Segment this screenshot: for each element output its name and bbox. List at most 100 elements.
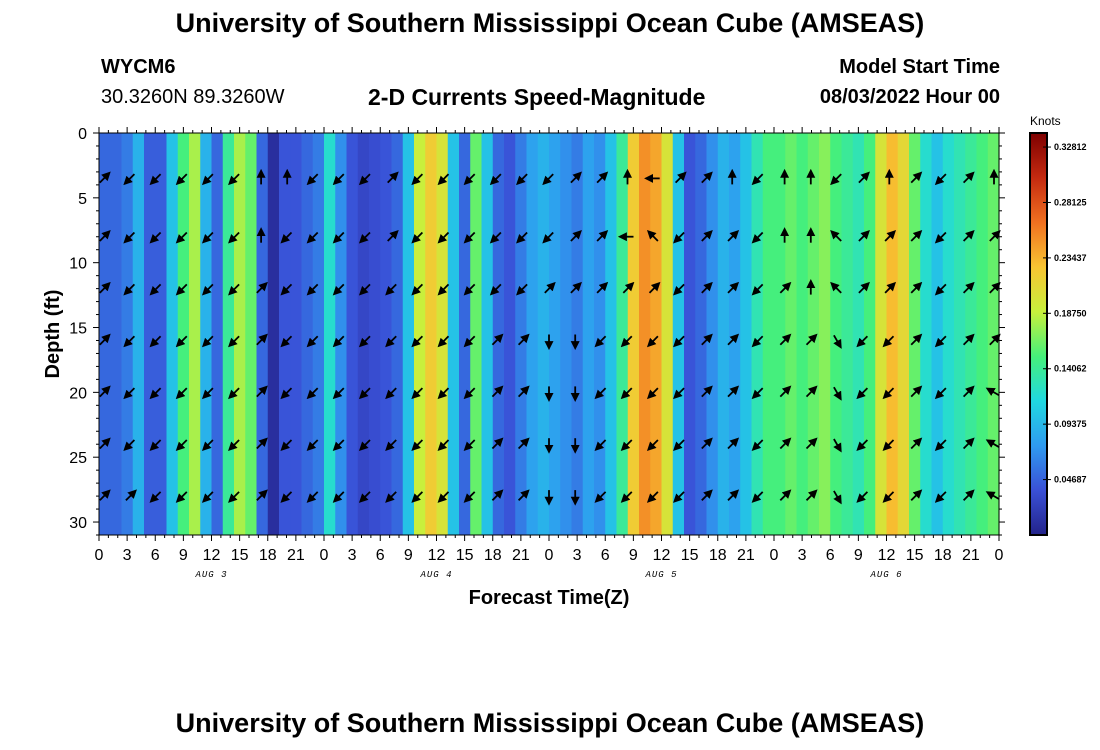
heatmap-cell xyxy=(976,133,989,535)
current-vector-arrow xyxy=(280,387,293,400)
heatmap-cell xyxy=(267,133,280,535)
current-vector-arrow xyxy=(620,439,633,452)
current-vector-arrow xyxy=(306,387,319,400)
plot-title: 2-D Currents Speed-Magnitude xyxy=(368,84,706,110)
current-vector-arrow xyxy=(201,283,214,296)
heatmap-cell xyxy=(807,133,820,535)
current-vector-arrow xyxy=(306,283,319,296)
heatmap-cell xyxy=(504,133,516,535)
current-vector-arrow xyxy=(805,489,818,501)
current-vector-arrow xyxy=(701,229,713,242)
current-vector-arrow xyxy=(646,335,659,348)
current-vector-arrow xyxy=(962,171,975,184)
current-vector-arrow xyxy=(596,171,609,184)
current-vector-arrow xyxy=(332,387,345,400)
current-vector-arrow xyxy=(256,385,268,398)
colorbar-scale xyxy=(1029,132,1048,536)
current-vector-arrow xyxy=(149,173,162,186)
current-vector-arrow xyxy=(594,335,607,348)
x-axis-label: Forecast Time(Z) xyxy=(469,587,630,609)
current-vector-arrow xyxy=(751,335,764,348)
y-tick-label: 15 xyxy=(69,321,87,338)
x-tick-label: 12 xyxy=(428,547,446,564)
current-vector-arrow xyxy=(358,335,371,348)
current-vector-arrow xyxy=(228,387,240,400)
current-vector-arrow xyxy=(123,335,136,348)
current-vector-arrow xyxy=(516,173,528,186)
current-vector-arrow xyxy=(358,173,371,186)
heatmap-cell xyxy=(391,133,404,535)
heatmap-cell xyxy=(537,133,550,535)
heatmap-cell xyxy=(166,133,179,535)
current-vector-arrow xyxy=(463,491,476,503)
current-vector-arrow xyxy=(99,281,111,294)
current-vector-arrow xyxy=(332,231,345,244)
x-tick-label: 18 xyxy=(259,547,277,564)
current-vector-arrow xyxy=(99,333,111,346)
current-vector-arrow xyxy=(358,439,371,452)
x-tick-label: 12 xyxy=(878,547,896,564)
heatmap-cell xyxy=(852,133,865,535)
current-vector-arrow xyxy=(489,173,502,186)
current-vector-arrow xyxy=(934,491,947,503)
heatmap-cell xyxy=(290,133,303,535)
current-vector-arrow xyxy=(910,171,923,184)
current-vector-arrow xyxy=(673,231,685,244)
current-vector-arrow xyxy=(648,281,661,294)
current-vector-arrow xyxy=(99,229,111,242)
current-vector-arrow xyxy=(727,437,740,450)
heatmap-cell xyxy=(369,133,381,535)
heatmap-cell xyxy=(549,133,561,535)
x-axis: 0 3 6 9 12 15 18 21 0 3 6 9 12 15 18 21 0 3 6 9 12 15 18 21 0 3 6 9… xyxy=(95,127,1004,580)
heatmap-cell xyxy=(414,133,426,535)
current-vector-arrow xyxy=(570,171,582,184)
current-vector-arrow xyxy=(123,283,136,296)
current-vector-arrow xyxy=(280,439,293,452)
current-vector-arrow xyxy=(882,387,895,400)
current-vector-arrow xyxy=(570,281,582,294)
current-vector-arrow xyxy=(332,335,345,348)
current-vector-arrow xyxy=(989,281,1001,294)
x-tick-label: 18 xyxy=(484,547,502,564)
x-tick-label: 6 xyxy=(601,547,610,564)
colorbar-tick-label: 0.14062 xyxy=(1054,364,1087,374)
current-vector-arrow xyxy=(99,437,111,450)
current-vector-arrow xyxy=(123,231,136,244)
heatmap-cell xyxy=(605,133,618,535)
current-vector-arrow xyxy=(858,171,870,184)
x-tick-label: 9 xyxy=(179,547,188,564)
model-start-label: Model Start Time xyxy=(839,56,1000,78)
x-tick-label: 3 xyxy=(123,547,132,564)
x-tick-label: 9 xyxy=(629,547,638,564)
x-tick-label: 15 xyxy=(906,547,924,564)
day-label: AUG 6 xyxy=(869,570,902,580)
heatmap-cell xyxy=(819,133,831,535)
heatmap-cell xyxy=(639,133,651,535)
current-vector-arrow xyxy=(306,173,319,186)
current-vector-arrow xyxy=(727,333,740,346)
current-vector-arrow xyxy=(910,333,923,346)
current-vector-arrow xyxy=(306,231,319,244)
heatmap-cell xyxy=(245,133,258,535)
day-label: AUG 4 xyxy=(419,570,452,580)
current-vector-arrow xyxy=(620,335,633,348)
colorbar-title: Knots xyxy=(1030,114,1061,128)
x-tick-label: 15 xyxy=(681,547,699,564)
x-tick-label: 18 xyxy=(709,547,727,564)
x-tick-label: 0 xyxy=(320,547,329,564)
current-vector-arrow xyxy=(201,173,214,186)
current-vector-arrow xyxy=(437,283,450,296)
current-vector-arrow xyxy=(910,229,923,242)
heatmap-cell xyxy=(931,133,944,535)
current-vector-arrow xyxy=(201,491,214,503)
current-vector-arrow xyxy=(491,385,504,398)
current-vector-arrow xyxy=(833,490,842,505)
current-vector-arrow xyxy=(934,335,947,348)
current-vector-arrow xyxy=(674,171,687,184)
current-vector-arrow xyxy=(751,491,764,503)
heatmap-cell xyxy=(594,133,606,535)
heatmap-cell xyxy=(909,133,921,535)
y-tick-label: 0 xyxy=(78,126,87,143)
current-vector-arrow xyxy=(779,281,792,294)
current-vector-arrow xyxy=(596,229,609,242)
